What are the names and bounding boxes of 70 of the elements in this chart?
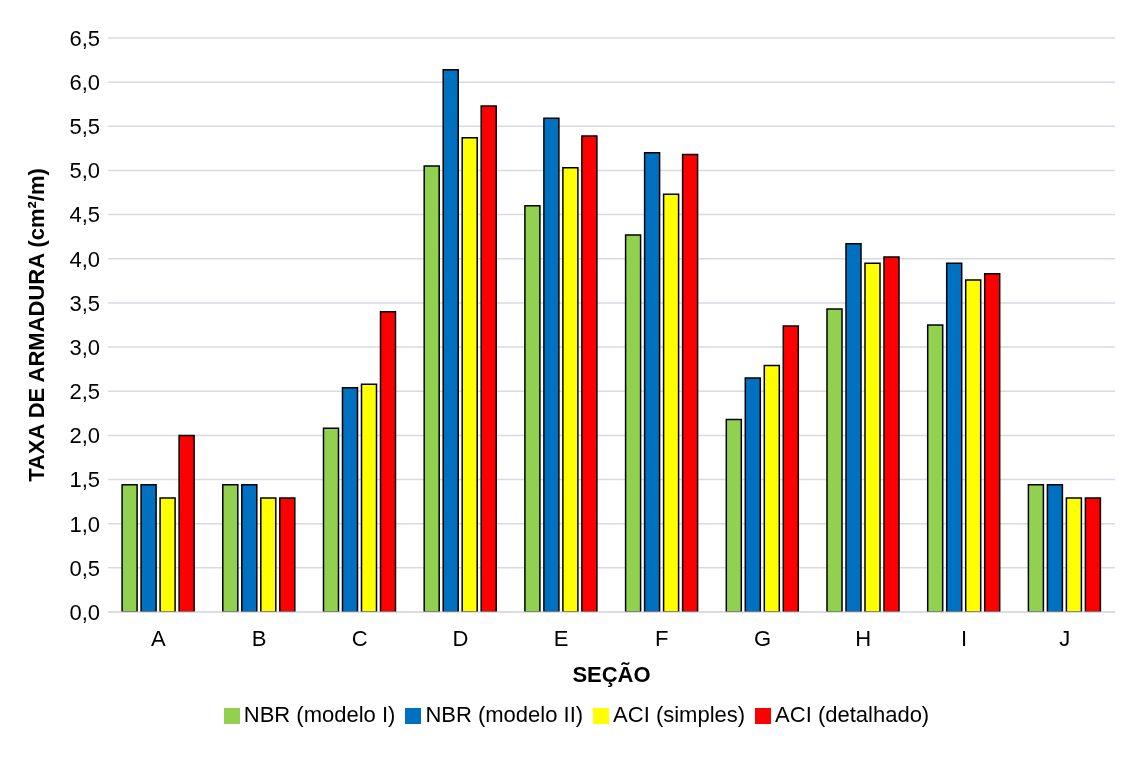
bar xyxy=(926,324,944,612)
bar xyxy=(763,364,781,612)
bar xyxy=(423,165,440,612)
bar xyxy=(480,105,497,612)
x-tick-label: F xyxy=(655,625,669,651)
bar xyxy=(883,256,900,612)
x-tick-label: G xyxy=(753,625,772,651)
legend-label: ACI (simples) xyxy=(613,702,746,727)
bar xyxy=(562,167,579,612)
x-tick-label: D xyxy=(452,625,469,651)
bar xyxy=(643,152,661,612)
bar xyxy=(322,427,340,612)
y-tick-label: 0,5 xyxy=(69,555,100,581)
bar xyxy=(983,273,1001,612)
bar xyxy=(826,308,843,612)
bar xyxy=(360,383,378,612)
bar xyxy=(681,153,699,612)
y-tick-label: 6,0 xyxy=(69,69,100,95)
bar xyxy=(461,137,478,612)
x-tick-label: E xyxy=(553,625,569,651)
y-tick-label: 1,5 xyxy=(69,467,100,493)
y-tick-label: 5,5 xyxy=(69,114,100,140)
y-tick-label: 2,5 xyxy=(69,379,100,405)
bar xyxy=(442,69,459,612)
bar xyxy=(964,279,982,612)
bar xyxy=(524,205,541,612)
x-tick-label: J xyxy=(1059,625,1071,651)
bar xyxy=(782,325,800,612)
bar xyxy=(341,386,359,612)
x-tick-label: B xyxy=(251,625,267,651)
x-axis-title: SEÇÃO xyxy=(572,662,651,687)
bar xyxy=(845,243,862,612)
legend-label: NBR (modelo II) xyxy=(425,702,584,727)
bar xyxy=(662,193,680,612)
y-tick-label: 1,0 xyxy=(69,511,100,537)
bar xyxy=(624,234,642,612)
x-tick-label: H xyxy=(855,625,872,651)
bar xyxy=(1084,497,1102,612)
bar xyxy=(279,497,296,612)
bar xyxy=(222,484,239,612)
bar xyxy=(159,497,176,612)
y-tick-label: 5,0 xyxy=(69,158,100,184)
y-tick-label: 4,5 xyxy=(69,202,100,228)
legend-label: NBR (modelo I) xyxy=(243,702,396,727)
legend-label: ACI (detalhado) xyxy=(775,702,930,727)
y-tick-label: 6,5 xyxy=(69,25,100,51)
y-tick-label: 3,0 xyxy=(69,334,100,360)
y-tick-label: 0,0 xyxy=(69,599,100,625)
bar xyxy=(543,117,560,612)
bar xyxy=(379,311,397,612)
bar xyxy=(744,377,762,612)
bar xyxy=(241,484,258,612)
x-tick-label: C xyxy=(351,625,368,651)
bar xyxy=(945,262,963,612)
bar xyxy=(140,484,157,612)
x-tick-label: A xyxy=(151,625,167,651)
y-tick-label: 2,0 xyxy=(69,423,100,449)
bar xyxy=(1065,497,1083,612)
bar xyxy=(178,434,195,612)
x-tick-label: I xyxy=(960,625,968,651)
y-tick-label: 3,5 xyxy=(69,290,100,316)
y-axis-title: TAXA DE ARMADURA (cm²/m) xyxy=(23,168,49,482)
bar xyxy=(725,418,743,612)
bar xyxy=(864,262,881,612)
y-tick-label: 4,0 xyxy=(69,246,100,272)
bar xyxy=(1046,484,1064,612)
bar xyxy=(121,484,138,612)
bar xyxy=(260,497,277,612)
bar xyxy=(1027,484,1045,612)
bar xyxy=(581,135,598,612)
